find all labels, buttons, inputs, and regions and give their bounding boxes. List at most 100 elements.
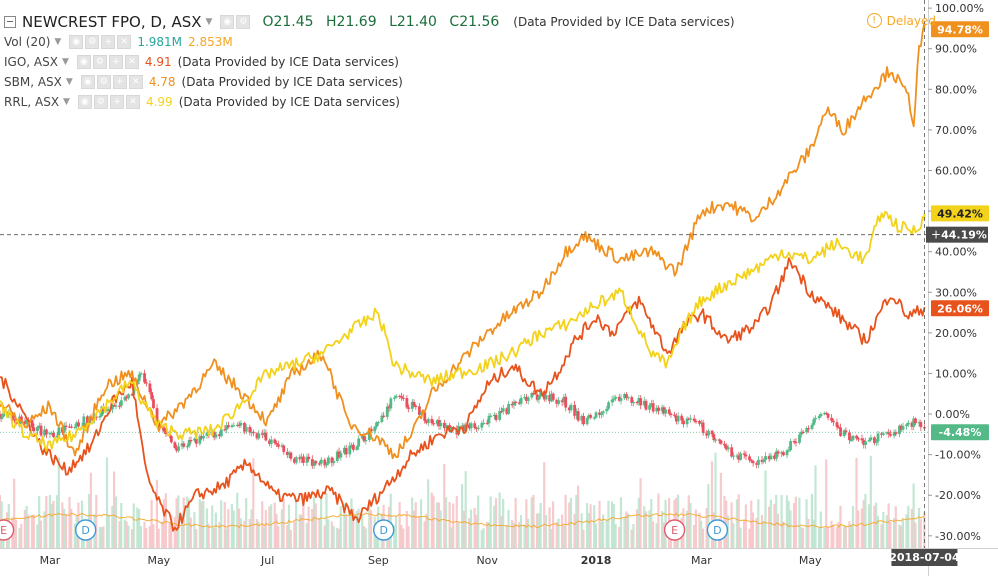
close-icon[interactable]: ✕ [128, 75, 143, 89]
candle-body [805, 428, 809, 433]
chevron-down-icon[interactable]: ▼ [63, 97, 70, 107]
more-icon[interactable]: + [109, 95, 124, 109]
candle-body [469, 423, 473, 429]
legend-compare-row[interactable]: SBM, ASX ▼ ◉ ⚙ + ✕ 4.78 (Data Provided by ICE D… [4, 72, 735, 92]
candle-body [864, 441, 867, 445]
volume-bar [598, 500, 601, 548]
candle-body [532, 392, 535, 395]
volume-bar [332, 525, 335, 548]
more-icon[interactable]: + [101, 35, 116, 49]
candle-body [187, 439, 191, 447]
candle-body [198, 436, 202, 444]
gear-icon[interactable]: ⚙ [85, 35, 100, 49]
candle-body [699, 422, 703, 424]
volume-bar [876, 516, 880, 548]
candle-body [32, 427, 36, 432]
close-icon[interactable]: ✕ [125, 95, 140, 109]
eye-icon[interactable]: ◉ [80, 75, 95, 89]
candle-body [764, 456, 767, 460]
candle-body [742, 453, 746, 455]
volume-bar [826, 526, 830, 548]
more-icon[interactable]: + [112, 75, 127, 89]
candle-body [62, 425, 66, 433]
chevron-down-icon[interactable]: ▼ [54, 37, 62, 47]
candle-body [218, 434, 221, 437]
volume-bar [464, 471, 467, 548]
volume-bar [519, 515, 523, 548]
delayed-status[interactable]: ! Delayed [866, 13, 936, 28]
volume-bar [182, 497, 185, 548]
candle-body [637, 398, 641, 403]
candle-body [480, 422, 484, 428]
gear-icon[interactable]: ⚙ [93, 95, 108, 109]
volume-bar [660, 511, 664, 548]
chevron-down-icon[interactable]: ▼ [205, 17, 213, 27]
candle-body [651, 403, 655, 412]
volume-bar [655, 523, 658, 548]
x-tick-label: Mar [40, 554, 61, 567]
legend-main-row[interactable]: NEWCREST FPO, D, ASX ▼ ◉ ⚙ O21.45 H21.69… [4, 12, 735, 32]
eye-icon[interactable]: ◉ [220, 15, 235, 29]
candle-body [623, 394, 627, 399]
candle-body [439, 422, 443, 427]
candle-body [400, 396, 403, 398]
eye-icon[interactable]: ◉ [77, 95, 92, 109]
volume-bar [776, 513, 780, 548]
x-tick-label: Jul [260, 554, 274, 567]
candle-body [385, 406, 389, 417]
collapse-icon[interactable] [4, 16, 16, 28]
gear-icon[interactable]: ⚙ [236, 15, 251, 29]
volume-bar [343, 503, 346, 548]
candle-body [510, 403, 514, 406]
volume-bar [701, 528, 705, 548]
volume-bar [38, 496, 41, 548]
candle-body [573, 404, 577, 416]
eye-icon[interactable]: ◉ [76, 55, 91, 69]
candle-body [535, 394, 539, 400]
volume-bar [837, 521, 840, 548]
chevron-down-icon[interactable]: ▼ [65, 77, 73, 87]
candle-body [705, 433, 709, 436]
more-icon[interactable]: + [108, 55, 123, 69]
y-tick-label: 20.00% [935, 327, 977, 340]
volume-bar [575, 494, 578, 548]
volume-bar [610, 501, 614, 548]
candle-body [119, 400, 123, 406]
y-tick-label: 30.00% [935, 286, 977, 299]
legend-compare-row[interactable]: RRL, ASX ▼ ◉ ⚙ + ✕ 4.99 (Data Provided by ICE D… [4, 92, 735, 112]
volume-bar [57, 457, 60, 548]
chevron-down-icon[interactable]: ▼ [61, 57, 69, 67]
volume-bar [737, 494, 740, 548]
close-icon[interactable]: ✕ [124, 55, 139, 69]
volume-bar [555, 522, 558, 548]
volume-bar [562, 525, 565, 548]
volume-bar [170, 515, 173, 548]
candle-body [512, 401, 516, 406]
eye-icon[interactable]: ◉ [69, 35, 84, 49]
legend-volume-row[interactable]: Vol (20) ▼ ◉ ⚙ + ✕ 1.981M 2.853M [4, 32, 735, 52]
candle-body [407, 407, 411, 409]
volume-bar [152, 524, 155, 548]
volume-bar [755, 517, 758, 548]
volume-bar [835, 526, 838, 548]
candle-body [442, 422, 446, 429]
candle-body [917, 422, 921, 424]
close-icon[interactable]: ✕ [117, 35, 132, 49]
volume-bar [361, 515, 364, 548]
gear-icon[interactable]: ⚙ [96, 75, 111, 89]
candle-body [337, 451, 341, 458]
volume-bar [457, 522, 460, 548]
candle-body [130, 394, 134, 396]
gear-icon[interactable]: ⚙ [92, 55, 107, 69]
candle-body [817, 416, 821, 419]
volume-bar [407, 526, 410, 548]
series-last-value-tag-bg [931, 205, 989, 222]
volume-bar [643, 506, 646, 548]
candle-body [694, 420, 698, 423]
series-last-value-tag: 49.42% [937, 207, 983, 220]
y-tick-label: 80.00% [935, 83, 977, 96]
volume-bar [614, 524, 617, 548]
candle-body [277, 444, 280, 447]
legend-compare-row[interactable]: IGO, ASX ▼ ◉ ⚙ + ✕ 4.91 (Data Provided by ICE D… [4, 52, 735, 72]
